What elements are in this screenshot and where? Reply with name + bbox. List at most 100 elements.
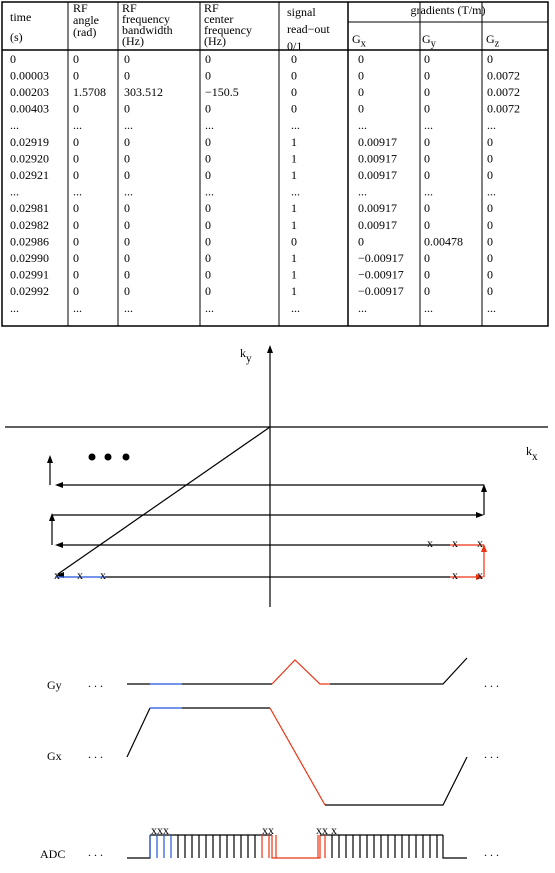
column-header: signal <box>287 5 316 19</box>
table-cell: 0 <box>73 52 79 66</box>
column-header: angle <box>73 13 99 27</box>
table-cell: 1 <box>291 151 297 165</box>
arrow-head <box>267 345 273 353</box>
table-cell: 1 <box>291 201 297 215</box>
column-header: frequency <box>204 23 252 37</box>
table-cell: ... <box>358 118 367 132</box>
table-cell: 0 <box>358 52 364 66</box>
table-cell: 0 <box>73 151 79 165</box>
table-cell: 1 <box>291 135 297 149</box>
table-cell: 0 <box>291 234 297 248</box>
continuation-dot <box>88 453 96 461</box>
adc-marker: xx <box>316 823 328 837</box>
subscript: x <box>361 39 367 50</box>
adc-marker: xx <box>262 823 274 837</box>
table-cell: 0 <box>205 218 211 232</box>
symbol: k <box>240 346 246 360</box>
table-cell: 0 <box>424 284 430 298</box>
table-cell: 0.02920 <box>10 151 49 165</box>
table-cell: 0 <box>424 168 430 182</box>
continuation-dot <box>122 453 130 461</box>
table-cell: ... <box>205 118 214 132</box>
subscript: y <box>246 352 252 364</box>
trace <box>126 707 151 758</box>
table-cell: 0 <box>73 234 79 248</box>
table-cell: 0 <box>124 268 130 282</box>
trace <box>127 835 151 859</box>
table-cell: ... <box>291 301 300 315</box>
table-cell: 0 <box>291 85 297 99</box>
table-cell: 0 <box>424 201 430 215</box>
table-cell: 0.02919 <box>10 135 49 149</box>
gradient-header: Gy <box>422 32 437 50</box>
ellipsis: . . . <box>484 845 499 859</box>
table-cell: ... <box>291 185 300 199</box>
table-cell: 0 <box>124 168 130 182</box>
table-cell: 0 <box>424 151 430 165</box>
table-cell: 0 <box>487 284 493 298</box>
channel-label: Gy <box>47 678 62 692</box>
symbol: G <box>352 32 361 46</box>
table-cell: 0.02981 <box>10 201 49 215</box>
ellipsis: . . . <box>484 747 499 761</box>
trace <box>269 707 326 806</box>
ellipsis: . . . <box>484 676 499 690</box>
table-cell: 0 <box>205 234 211 248</box>
table-cell: 0.0072 <box>487 85 520 99</box>
table-cell: 1 <box>291 268 297 282</box>
table-cell: 0 <box>124 102 130 116</box>
table-cell: ... <box>73 185 82 199</box>
column-header: center <box>204 12 233 26</box>
table-cell: 0 <box>124 234 130 248</box>
trace <box>271 835 321 859</box>
table-cell: ... <box>487 118 496 132</box>
table-cell: 0.00917 <box>358 218 397 232</box>
table-cell: 0 <box>487 268 493 282</box>
table-cell: ... <box>424 118 433 132</box>
table-cell: 0 <box>205 52 211 66</box>
table-cell: 0 <box>291 52 297 66</box>
adc-marker: x <box>331 823 337 837</box>
sample-marker: x <box>452 536 458 550</box>
column-header: (s) <box>10 30 23 44</box>
table-cell: 0 <box>73 251 79 265</box>
adc-marker: xxx <box>151 823 169 837</box>
table-cell: 0 <box>487 234 493 248</box>
column-header: (Hz) <box>122 34 144 48</box>
table-cell: 0 <box>205 151 211 165</box>
column-header: time <box>10 10 31 24</box>
table-cell: 0.00917 <box>358 135 397 149</box>
table-cell: 0 <box>73 284 79 298</box>
table-cell: ... <box>10 118 19 132</box>
table-cell: 0 <box>73 102 79 116</box>
table-cell: 0 <box>487 52 493 66</box>
table-cell: 0 <box>124 52 130 66</box>
arrow-head <box>55 542 63 548</box>
continuation-dot <box>104 453 112 461</box>
table-cell: 0 <box>205 284 211 298</box>
table-cell: 1 <box>291 284 297 298</box>
table-cell: ... <box>487 301 496 315</box>
arrow-head <box>49 513 55 521</box>
table-cell: 0.02990 <box>10 251 49 265</box>
arrow-head <box>476 574 484 580</box>
table-cell: 0 <box>358 102 364 116</box>
table-cell: 0 <box>487 151 493 165</box>
table-cell: 0 <box>73 201 79 215</box>
trace <box>325 756 468 806</box>
table-border <box>1 1 549 327</box>
subscript: x <box>532 450 538 462</box>
table-cell: ... <box>291 118 300 132</box>
ellipsis: . . . <box>88 845 103 859</box>
table-cell: 0 <box>205 268 211 282</box>
ellipsis: . . . <box>88 747 103 761</box>
kx-label: kx <box>526 444 538 463</box>
table-cell: 0.02921 <box>10 168 49 182</box>
table-cell: 0 <box>124 284 130 298</box>
symbol: G <box>422 32 431 46</box>
column-header: RF <box>73 1 88 15</box>
table-cell: −0.00917 <box>358 284 404 298</box>
table-cell: 0.00478 <box>424 234 463 248</box>
arrow-head <box>481 484 487 492</box>
table-cell: 0 <box>424 268 430 282</box>
